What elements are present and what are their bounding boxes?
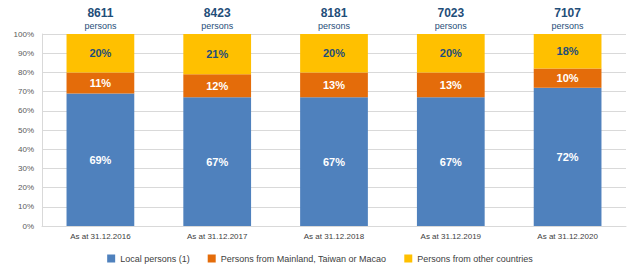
- svg-text:8611: 8611: [87, 6, 113, 20]
- svg-text:12%: 12%: [206, 80, 228, 92]
- svg-text:21%: 21%: [206, 48, 228, 60]
- svg-text:90%: 90%: [18, 49, 34, 58]
- svg-text:20%: 20%: [18, 183, 34, 192]
- svg-text:50%: 50%: [18, 126, 34, 135]
- svg-text:persons: persons: [318, 21, 351, 31]
- svg-text:Persons from Mainland, Taiwan: Persons from Mainland, Taiwan or Macao: [221, 254, 386, 264]
- svg-text:11%: 11%: [90, 77, 112, 89]
- svg-text:30%: 30%: [18, 164, 34, 173]
- svg-text:20%: 20%: [440, 47, 462, 59]
- svg-text:persons: persons: [435, 21, 468, 31]
- svg-text:7107: 7107: [554, 6, 581, 20]
- svg-text:7023: 7023: [437, 6, 464, 20]
- svg-text:Local persons (1): Local persons (1): [120, 254, 190, 264]
- svg-text:13%: 13%: [440, 79, 462, 91]
- svg-text:20%: 20%: [89, 47, 111, 59]
- svg-text:persons: persons: [552, 21, 585, 31]
- svg-text:8423: 8423: [204, 6, 231, 20]
- svg-text:10%: 10%: [557, 72, 579, 84]
- svg-text:67%: 67%: [323, 156, 345, 168]
- svg-text:72%: 72%: [557, 151, 579, 163]
- svg-text:persons: persons: [84, 21, 117, 31]
- svg-text:20%: 20%: [323, 47, 345, 59]
- svg-text:10%: 10%: [18, 202, 34, 211]
- svg-text:As at 31.12.2018: As at 31.12.2018: [304, 232, 365, 241]
- svg-text:As at 31.12.2016: As at 31.12.2016: [70, 232, 131, 241]
- svg-text:As at 31.12.2019: As at 31.12.2019: [421, 232, 482, 241]
- svg-text:As at 31.12.2017: As at 31.12.2017: [187, 232, 248, 241]
- svg-text:Persons from other countries: Persons from other countries: [417, 254, 533, 264]
- svg-text:67%: 67%: [440, 156, 462, 168]
- svg-text:67%: 67%: [206, 156, 228, 168]
- svg-text:8181: 8181: [321, 6, 348, 20]
- svg-text:70%: 70%: [18, 87, 34, 96]
- svg-text:0%: 0%: [22, 222, 34, 231]
- svg-text:40%: 40%: [18, 145, 34, 154]
- svg-text:13%: 13%: [323, 79, 345, 91]
- svg-text:80%: 80%: [18, 68, 34, 77]
- svg-text:100%: 100%: [14, 30, 34, 39]
- svg-text:As at 31.12.2020: As at 31.12.2020: [537, 232, 598, 241]
- svg-text:18%: 18%: [557, 45, 579, 57]
- svg-text:60%: 60%: [18, 106, 34, 115]
- svg-text:69%: 69%: [89, 154, 111, 166]
- svg-text:persons: persons: [201, 21, 234, 31]
